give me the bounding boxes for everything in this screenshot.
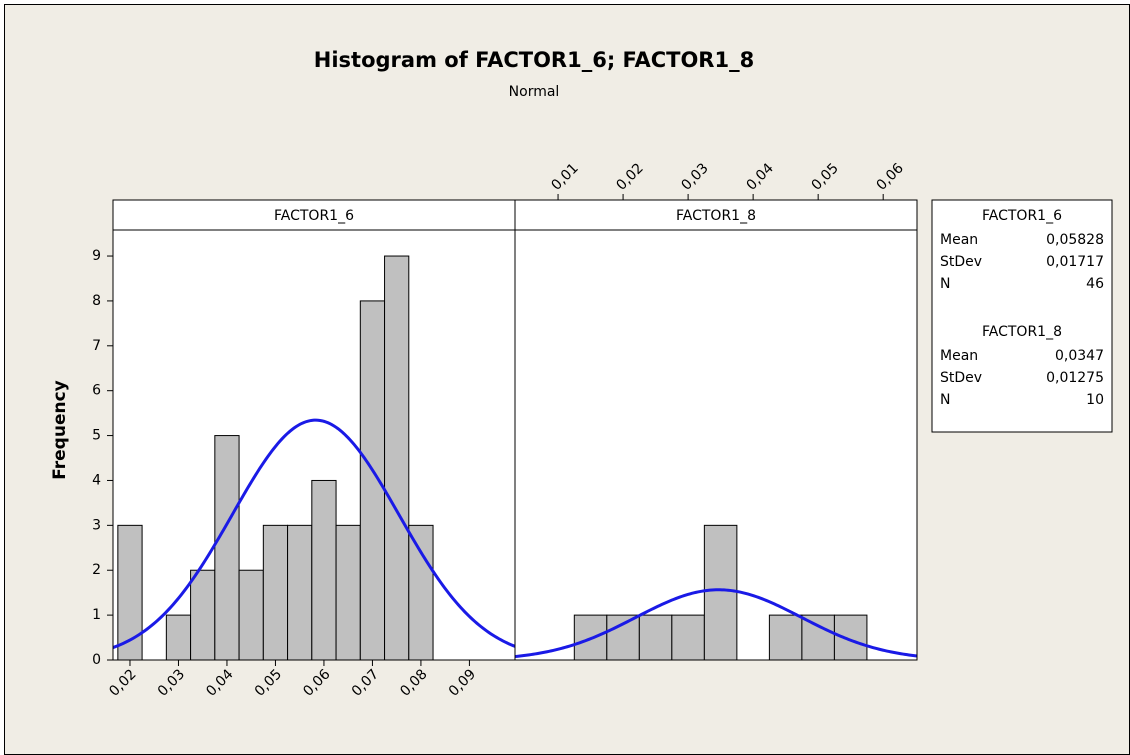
legend-title: FACTOR1_8 <box>982 324 1062 340</box>
legend-stat-label: StDev <box>940 254 982 270</box>
legend-stat-label: N <box>940 276 950 292</box>
y-tick-label: 6 <box>92 383 101 399</box>
bar <box>238 569 264 661</box>
legend-stat-value: 10 <box>1086 392 1104 408</box>
bar <box>262 524 289 661</box>
bar <box>214 435 240 661</box>
normal-curve <box>514 588 918 659</box>
bar <box>703 524 738 661</box>
panel-title: FACTOR1_6 <box>274 208 354 224</box>
bar <box>768 614 803 661</box>
bar <box>408 524 434 661</box>
bar <box>638 614 673 661</box>
y-tick-label: 2 <box>92 562 101 578</box>
bar <box>671 614 705 661</box>
bar <box>801 614 835 661</box>
y-tick-label: 1 <box>92 607 101 623</box>
y-tick-label: 4 <box>92 472 101 488</box>
y-tick-label: 7 <box>92 338 101 354</box>
panel-header <box>514 199 918 231</box>
panel-title: FACTOR1_8 <box>676 208 756 224</box>
y-axis-label: Frequency <box>50 380 70 480</box>
legend-stat-label: StDev <box>940 370 982 386</box>
legend-stat-value: 0,0347 <box>1055 348 1104 364</box>
legend-stat-value: 46 <box>1086 276 1104 292</box>
legend-stat-value: 0,01275 <box>1046 370 1104 386</box>
bar <box>359 300 386 661</box>
y-tick-label: 8 <box>92 293 101 309</box>
legend-title: FACTOR1_6 <box>982 208 1062 224</box>
y-tick-label: 0 <box>92 652 101 668</box>
y-tick-label: 9 <box>92 248 101 264</box>
bar <box>165 614 192 661</box>
normal-curve <box>112 418 516 649</box>
y-tick-label: 5 <box>92 428 101 444</box>
panel-border <box>514 229 918 661</box>
legend-stat-value: 0,05828 <box>1046 232 1104 248</box>
bar <box>833 614 868 661</box>
bar <box>311 479 337 661</box>
legend-stat-label: Mean <box>940 232 978 248</box>
legend-stat-value: 0,01717 <box>1046 254 1104 270</box>
bar <box>606 614 640 661</box>
bar <box>190 569 216 661</box>
chart-subtitle: Normal <box>509 84 560 100</box>
bar <box>335 524 361 661</box>
panel-header <box>112 199 516 231</box>
bar <box>287 524 313 661</box>
bar <box>384 255 410 661</box>
y-tick-label: 3 <box>92 517 101 533</box>
legend-stat-label: Mean <box>940 348 978 364</box>
chart-title: Histogram of FACTOR1_6; FACTOR1_8 <box>314 48 754 72</box>
legend-box <box>931 199 1113 433</box>
legend-stat-label: N <box>940 392 950 408</box>
